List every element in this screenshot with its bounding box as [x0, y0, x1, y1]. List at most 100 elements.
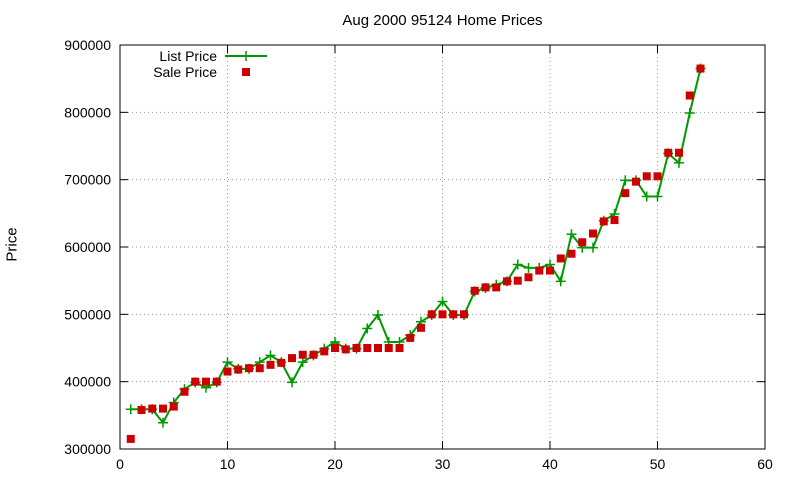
sale-price-point	[169, 402, 178, 411]
plot-frame	[119, 44, 766, 450]
list-price-point	[652, 191, 663, 202]
sale-price-point	[234, 365, 243, 374]
list-price-point	[641, 191, 652, 202]
sale-price-point	[503, 277, 511, 286]
sale-price-point	[546, 266, 554, 275]
sale-price-point	[212, 377, 221, 386]
sale-price-point	[406, 333, 415, 342]
list-price-point	[620, 175, 631, 186]
sale-price-point	[449, 310, 458, 319]
sale-price-point	[642, 172, 651, 181]
list-price-point	[523, 262, 534, 273]
sale-price-point	[148, 404, 157, 413]
sale-price-point	[524, 273, 533, 282]
list-price-point	[125, 404, 136, 415]
list-price-point	[265, 350, 276, 361]
y-tick-label: 400000	[64, 374, 111, 390]
sale-price-point	[298, 350, 307, 359]
sale-price-point	[352, 344, 361, 352]
sale-price-point	[675, 148, 683, 157]
x-tick-label: 60	[757, 456, 773, 472]
sale-price-point	[180, 387, 189, 396]
sale-price-point	[632, 177, 640, 186]
sale-price-point	[288, 354, 296, 363]
list-price-line	[130, 68, 702, 425]
list-price-point	[437, 296, 448, 307]
sale-price-point	[223, 367, 232, 376]
legend: List Price Sale Price	[153, 48, 267, 80]
sale-price-point	[159, 404, 167, 413]
sale-price-point	[535, 266, 544, 275]
sale-price-point	[599, 217, 608, 226]
sale-price-point	[653, 172, 662, 181]
sale-price-point	[255, 364, 264, 373]
sale-price-point	[202, 377, 210, 386]
sale-price-point	[664, 148, 673, 157]
series-list-price	[125, 63, 706, 428]
sale-price-point	[363, 344, 372, 352]
legend-label-list-price: List Price	[159, 48, 217, 64]
x-tick-label: 20	[327, 456, 343, 472]
y-tick-label: 900000	[64, 37, 111, 53]
sale-price-point	[245, 364, 253, 373]
y-tick-label: 700000	[64, 172, 111, 188]
sale-price-point	[578, 238, 587, 247]
sale-price-point	[417, 323, 425, 332]
x-tick-label: 40	[542, 456, 558, 472]
sale-price-point	[331, 344, 339, 352]
sale-price-point	[137, 405, 146, 414]
sale-price-point	[341, 345, 350, 354]
sale-price-point	[320, 347, 329, 356]
list-price-point	[684, 108, 695, 119]
y-tick-label: 800000	[64, 104, 111, 120]
sale-price-point	[427, 310, 436, 319]
sale-price-point	[696, 64, 705, 73]
list-price-point	[555, 276, 566, 287]
sale-price-point	[460, 310, 468, 319]
sale-price-point	[374, 344, 382, 352]
x-tick-label: 10	[220, 456, 236, 472]
list-price-point	[222, 357, 233, 368]
chart-title: Aug 2000 95124 Home Prices	[342, 12, 543, 29]
sale-price-point	[621, 189, 630, 198]
sale-price-point	[309, 350, 318, 359]
x-tick-label: 50	[650, 456, 666, 472]
sale-price-point	[126, 434, 135, 443]
x-tick-label: 0	[116, 456, 124, 472]
sale-price-point	[567, 249, 576, 258]
axis-ticks: 300000 400000 500000 600000 700000 800000 9000…	[64, 37, 773, 472]
sale-price-point	[481, 283, 490, 292]
y-tick-label: 300000	[64, 441, 111, 457]
list-price-point	[674, 157, 684, 168]
y-tick-label: 500000	[64, 306, 111, 322]
sale-price-point	[266, 360, 275, 369]
list-price-point	[566, 229, 577, 240]
list-price-point	[373, 310, 383, 321]
sale-price-point	[589, 229, 597, 238]
series-sale-price	[126, 64, 705, 443]
sale-price-point	[556, 254, 565, 263]
y-tick-label: 600000	[64, 239, 111, 255]
list-price-point	[362, 323, 373, 334]
sale-price-point	[685, 91, 694, 100]
sale-price-point	[513, 276, 522, 285]
legend-marker-list-price	[241, 51, 251, 61]
sale-price-point	[438, 310, 447, 319]
legend-marker-sale-price	[242, 68, 250, 76]
sale-price-point	[277, 358, 286, 367]
sale-price-point	[191, 377, 200, 386]
sale-price-point	[384, 344, 393, 352]
list-price-point	[158, 417, 168, 428]
grid-lines	[120, 45, 765, 449]
legend-label-sale-price: Sale Price	[153, 64, 217, 80]
sale-price-point	[610, 216, 619, 225]
list-price-point	[297, 357, 308, 368]
list-price-point	[287, 377, 297, 388]
sale-price-point	[395, 344, 404, 352]
sale-price-point	[470, 286, 479, 295]
list-price-point	[588, 242, 598, 253]
sale-price-point	[492, 283, 501, 292]
list-price-point	[512, 259, 523, 270]
x-tick-label: 30	[435, 456, 451, 472]
